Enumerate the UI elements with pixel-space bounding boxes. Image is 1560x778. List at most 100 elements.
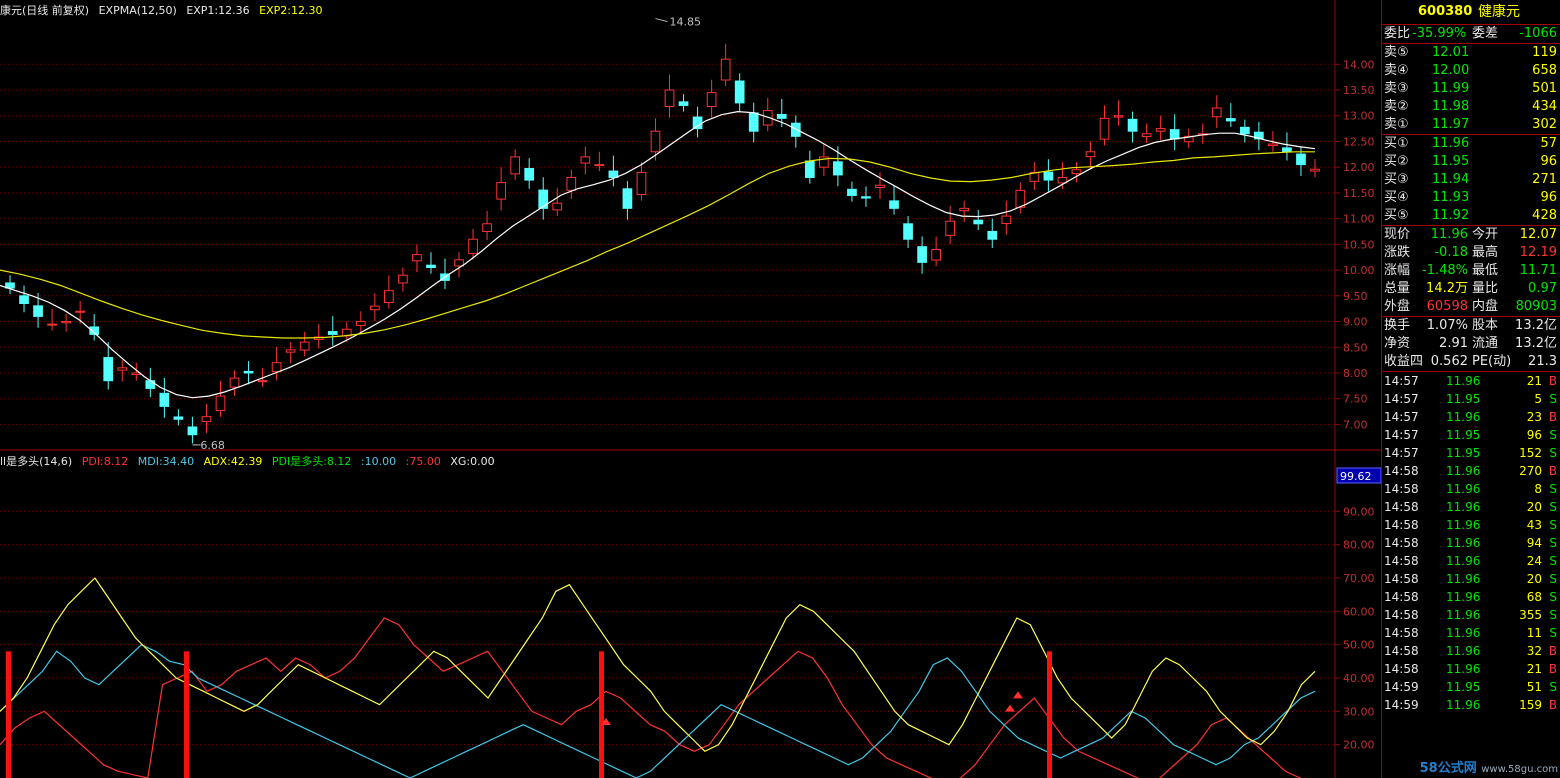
candle — [917, 236, 927, 274]
tick-price: 11.96 — [1446, 644, 1481, 658]
tick-volume: 94 — [1526, 536, 1542, 550]
candle — [159, 377, 170, 418]
candle-body — [271, 362, 282, 373]
candle — [510, 149, 521, 181]
candle — [678, 94, 689, 112]
buy-arrow-icon — [1013, 691, 1023, 699]
signal-bar — [599, 651, 604, 778]
y-tick-label: 50.00 — [1343, 639, 1375, 652]
candle — [594, 151, 605, 172]
candle-body — [355, 321, 366, 326]
candle-body — [945, 220, 956, 236]
candle — [243, 361, 254, 385]
y-tick-label: 10.50 — [1343, 238, 1375, 251]
stat-label: 涨跌 — [1384, 245, 1411, 260]
tick-side: S — [1549, 554, 1557, 568]
buy-volume: 271 — [1532, 172, 1557, 187]
candle — [468, 228, 478, 260]
tick-row: 14:58 11.96 24 S — [1382, 552, 1560, 570]
fund-label: PE(动) — [1472, 354, 1512, 369]
candle-body — [1155, 128, 1166, 132]
stat-row: 外盘 60598 内盘 80903 — [1382, 298, 1560, 316]
tick-side: S — [1549, 482, 1557, 496]
candle-body — [75, 310, 86, 313]
tick-time: 14:58 — [1384, 644, 1419, 658]
exp1-value: EXP1:12.36 — [186, 4, 250, 17]
candle — [496, 167, 506, 211]
candle-body — [201, 416, 212, 423]
tick-time: 14:58 — [1384, 590, 1419, 604]
candle — [384, 275, 394, 309]
tick-time: 14:58 — [1384, 518, 1419, 532]
candle-body — [889, 200, 899, 209]
tick-time: 14:57 — [1384, 446, 1419, 460]
candle-body — [776, 113, 787, 119]
tick-time: 14:59 — [1384, 698, 1419, 712]
tick-list[interactable]: 14:57 11.96 21 B 14:57 11.95 5 S 14:57 11.96 23 B 14… — [1382, 371, 1560, 714]
candle-body — [61, 321, 71, 324]
buy-price: 11.95 — [1432, 154, 1470, 169]
candle-body — [1225, 118, 1236, 122]
candle-body — [412, 254, 422, 262]
fund-row: 净资 2.91 流通 13.2亿 — [1382, 335, 1560, 353]
candle — [566, 169, 577, 200]
candle — [482, 210, 492, 241]
candle — [650, 118, 661, 161]
candle-body — [1296, 153, 1306, 166]
candle-body — [931, 249, 941, 261]
candle-body — [47, 323, 57, 326]
candle-body — [861, 196, 871, 199]
candle — [804, 150, 815, 184]
high-annotation: 14.85 — [669, 16, 701, 29]
stock-code: 600380 — [1418, 4, 1473, 19]
tick-price: 11.96 — [1446, 410, 1481, 424]
candle — [1225, 103, 1236, 128]
chart-area[interactable]: 14.00 13.50 13.00 12.50 12.00 11.50 11.00 10.50… — [0, 0, 1381, 778]
fund-value: 0.562 — [1430, 354, 1468, 369]
candle-body — [19, 295, 29, 305]
tick-row: 14:58 11.96 11 S — [1382, 624, 1560, 642]
candle-body — [580, 156, 591, 164]
buy-row: 买② 11.95 96 — [1382, 153, 1560, 171]
stat-label: 内盘 — [1472, 299, 1499, 314]
candle — [33, 292, 43, 328]
candle-body — [187, 426, 198, 436]
sell-volume: 501 — [1532, 81, 1557, 96]
fund-row: 换手 1.07% 股本 13.2亿 — [1382, 317, 1560, 335]
candle — [1197, 123, 1208, 144]
y-tick-label: 10.00 — [1343, 264, 1375, 277]
value-tag: 99.62 — [1340, 470, 1372, 483]
y-tick-label: 90.00 — [1343, 505, 1375, 518]
tick-volume: 23 — [1526, 410, 1542, 424]
fundamentals: 换手 1.07% 股本 13.2亿 净资 2.91 流通 13.2亿 收益四 0.562 PE(动)… — [1382, 316, 1560, 371]
tick-price: 11.96 — [1446, 464, 1481, 478]
candle — [524, 158, 535, 189]
candle — [1029, 162, 1040, 191]
candle-body — [622, 188, 633, 209]
fund-value: 21.3 — [1528, 354, 1557, 369]
candle-body — [1239, 126, 1250, 135]
tick-volume: 270 — [1519, 464, 1542, 478]
candle-body — [650, 130, 661, 153]
candle-body — [524, 167, 535, 181]
candle-body — [510, 156, 521, 175]
candlestick-chart[interactable]: 14.00 13.50 13.00 12.50 12.00 11.50 11.00 10.50… — [0, 0, 1381, 778]
candle — [1282, 132, 1292, 161]
candle — [1099, 105, 1110, 146]
candle-body — [33, 305, 43, 317]
y-tick-label: 70.00 — [1343, 572, 1375, 585]
fund-label: 股本 — [1472, 318, 1499, 333]
candle-body — [1099, 117, 1110, 140]
tick-volume: 20 — [1526, 572, 1542, 586]
y-tick-label: 13.50 — [1343, 84, 1375, 97]
stock-name: 健康元 — [1478, 4, 1520, 20]
tick-price: 11.96 — [1446, 554, 1481, 568]
tick-volume: 24 — [1526, 554, 1542, 568]
candle-body — [917, 246, 927, 263]
stat-label: 量比 — [1472, 281, 1499, 296]
candle — [5, 275, 15, 295]
buy-price: 11.96 — [1432, 136, 1470, 151]
candle — [931, 236, 941, 267]
tick-row: 14:58 11.96 20 S — [1382, 570, 1560, 588]
tick-row: 14:57 11.96 23 B — [1382, 408, 1560, 426]
